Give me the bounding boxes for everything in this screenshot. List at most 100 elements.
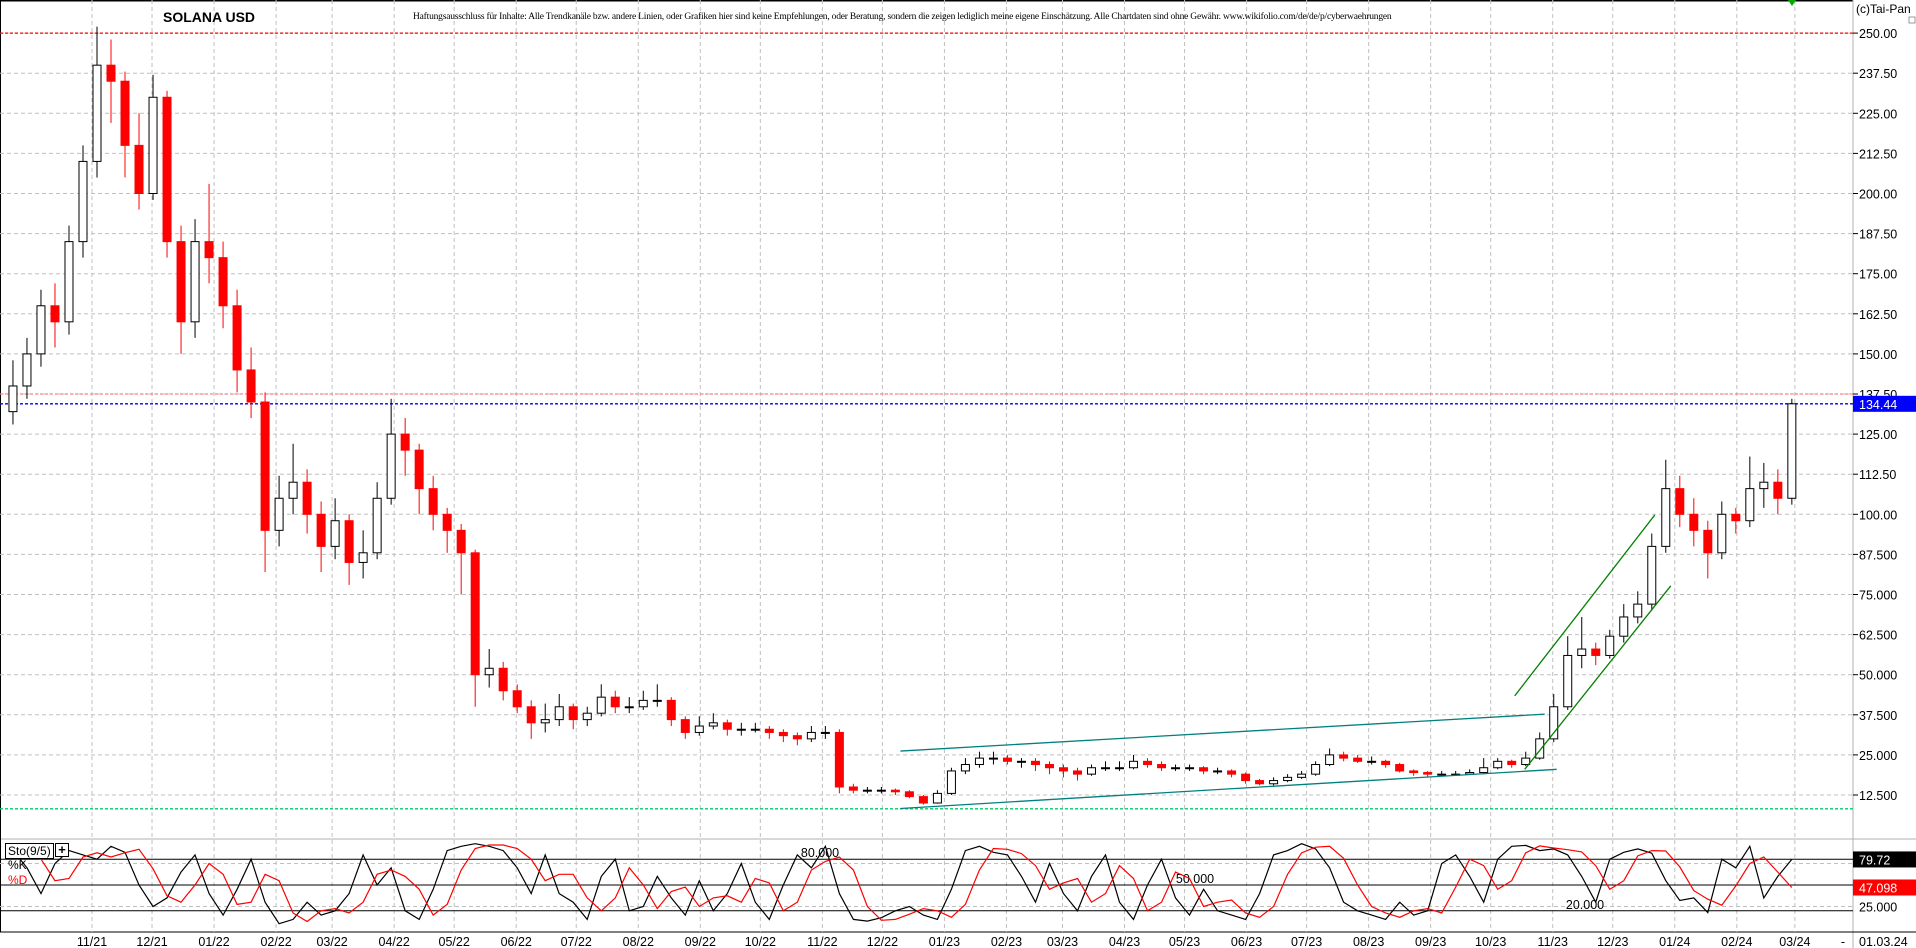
candle-body [722, 722, 732, 730]
candle-body [1773, 481, 1783, 499]
candle-body [638, 699, 648, 708]
stoch-d-line [12, 844, 1793, 923]
stoch-d-legend: %D [8, 873, 28, 887]
price-tick-label: 200.00 [1859, 188, 1897, 202]
candle-body [764, 728, 774, 733]
trend-line [900, 768, 1557, 810]
candle-body [316, 513, 326, 547]
candle-body [36, 305, 46, 355]
add-indicator-button[interactable]: + [55, 843, 69, 857]
month-label: 02/23 [991, 935, 1022, 948]
candle-body [540, 719, 550, 724]
candle-body [414, 449, 424, 490]
current-date-label: 01.03.24 [1859, 935, 1908, 948]
price-tick-label: 237.50 [1859, 67, 1897, 81]
month-label: 06/23 [1231, 935, 1262, 948]
candle-body [204, 241, 214, 259]
candle-body [148, 96, 158, 194]
footer-dash: - [1841, 935, 1845, 948]
candle-body [792, 735, 802, 740]
candle-body [1101, 767, 1111, 770]
month-label: 07/22 [561, 935, 592, 948]
price-tick-label: 50.000 [1859, 669, 1897, 683]
candle-body [1283, 776, 1293, 782]
candle-body [64, 241, 74, 323]
candle-body [22, 353, 32, 387]
price-tick-label: 125.00 [1859, 428, 1897, 442]
price-tick-label: 25.000 [1859, 749, 1897, 763]
candle-body [498, 667, 508, 692]
candle-body [1044, 764, 1054, 769]
month-label: 02/22 [260, 935, 291, 948]
disclaimer-text: Haftungsausschluss für Inhalte: Alle Tre… [413, 12, 1392, 22]
month-label: 04/23 [1109, 935, 1140, 948]
candle-body [190, 241, 200, 323]
candle-body [1311, 764, 1321, 775]
candle-body [806, 731, 816, 740]
month-label: 12/23 [1597, 935, 1628, 948]
price-tick-label: 100.00 [1859, 508, 1897, 522]
candle-body [1717, 513, 1727, 554]
month-label: 04/22 [379, 935, 410, 948]
candle-body [1423, 772, 1433, 775]
candle-body [1619, 616, 1629, 637]
candle-body [176, 241, 186, 323]
candle-body [106, 64, 116, 82]
candle-body [988, 757, 998, 760]
month-label: 03/23 [1047, 935, 1078, 948]
price-tick-label: 162.50 [1859, 308, 1897, 322]
last-price-marker [1853, 395, 1916, 412]
stoch-d-value-marker [1853, 879, 1916, 896]
candle-body [1507, 760, 1517, 766]
candle-body [442, 513, 452, 531]
stoch-level-label: 20.000 [1566, 898, 1604, 912]
stochastic-indicator-label[interactable]: Sto(9/5) [5, 843, 54, 859]
candle-body [1241, 773, 1251, 782]
candle-body [1030, 760, 1040, 766]
candle-body [232, 305, 242, 371]
candle-body [1759, 481, 1769, 490]
candle-body [1339, 754, 1349, 759]
month-label: 12/21 [136, 935, 167, 948]
candle-body [1731, 513, 1741, 522]
month-label: 03/22 [316, 935, 347, 948]
candle-body [708, 722, 718, 727]
candle-body [484, 667, 494, 676]
candle-body [428, 488, 438, 515]
candle-body [8, 385, 18, 413]
candle-body [92, 64, 102, 162]
month-label: 01/22 [198, 935, 229, 948]
candle-body [1072, 770, 1082, 775]
price-tick-label: 212.50 [1859, 147, 1897, 161]
month-label: 09/22 [685, 935, 716, 948]
stoch-k-value-marker [1853, 851, 1916, 868]
candle-body [134, 144, 144, 195]
candle-body [750, 728, 760, 731]
candle-body [1563, 654, 1573, 708]
candle-body [848, 786, 858, 791]
candle-body [1381, 760, 1391, 766]
stoch-level-label: 80.000 [801, 846, 839, 860]
candle-body [1227, 770, 1237, 775]
candle-body [372, 497, 382, 554]
candle-body [890, 789, 900, 793]
month-label: 05/23 [1169, 935, 1200, 948]
candle-body [946, 770, 956, 794]
candle-body [652, 699, 662, 702]
month-label: 11/22 [807, 935, 837, 948]
candle-body [1115, 767, 1125, 770]
last-price-label: 134.44 [1859, 398, 1897, 412]
candle-body [820, 731, 830, 734]
candle-body [78, 160, 88, 243]
copyright-label: (c)Tai-Pan [1856, 2, 1911, 16]
candle-body [736, 728, 746, 731]
candle-body [302, 481, 312, 515]
candle-body [1199, 767, 1209, 772]
candle-body [1255, 780, 1265, 785]
candle-body [876, 789, 886, 792]
candle-body [386, 433, 396, 499]
candle-body [470, 552, 480, 676]
month-label: 05/22 [439, 935, 470, 948]
candle-body [1086, 767, 1096, 775]
